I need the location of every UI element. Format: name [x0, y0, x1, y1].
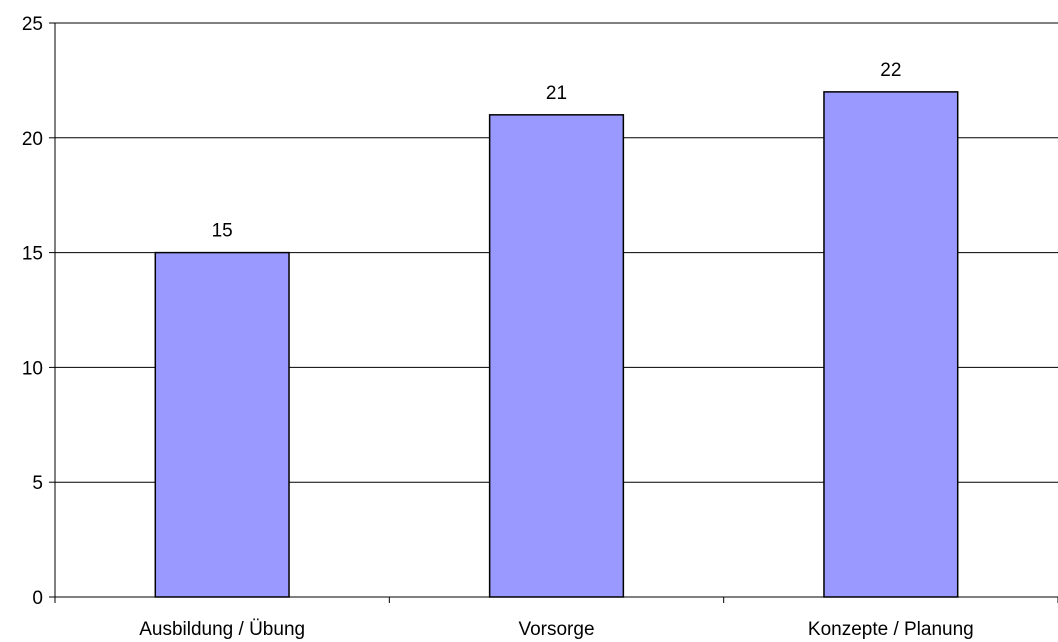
- y-tick-label: 20: [22, 129, 43, 150]
- labels: 0 5 10 15 20 25 15 Ausbildung / Übung 21 Vorsorge…: [22, 14, 974, 640]
- x-category-label-1: Ausbildung / Übung: [139, 619, 305, 640]
- y-tick-label: 10: [22, 358, 43, 379]
- bar-2: [488, 114, 625, 598]
- bars: [154, 91, 959, 598]
- y-tick-label: 25: [22, 14, 43, 35]
- data-label-2: 21: [546, 83, 567, 104]
- axes: [49, 22, 1058, 603]
- data-label-3: 22: [880, 60, 901, 81]
- bar-1: [154, 251, 290, 598]
- x-category-label-3: Konzepte / Planung: [808, 619, 974, 640]
- bar-3: [823, 91, 959, 598]
- y-tick-label: 0: [32, 588, 43, 609]
- y-tick-label: 15: [22, 244, 43, 265]
- data-label-1: 15: [212, 221, 233, 242]
- x-category-label-2: Vorsorge: [518, 619, 594, 640]
- y-tick-label: 5: [32, 473, 43, 494]
